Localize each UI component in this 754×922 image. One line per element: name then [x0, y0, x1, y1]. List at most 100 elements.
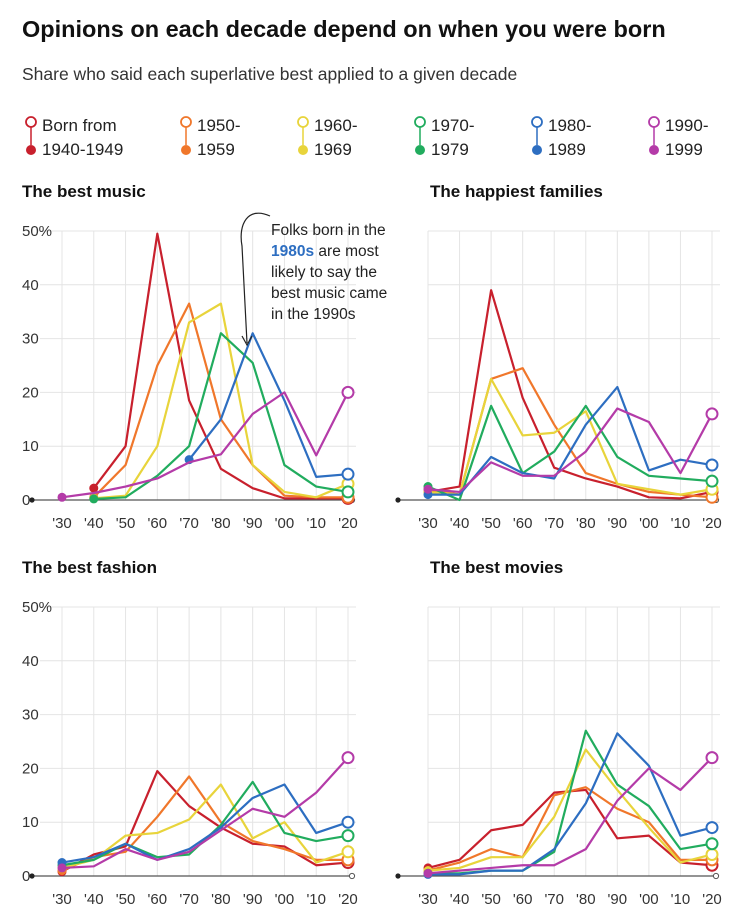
series-end-point-2	[705, 847, 719, 861]
legend-label: Born from	[42, 116, 117, 135]
series-end-point-4	[341, 467, 355, 481]
annotation-arrow	[240, 212, 271, 344]
series-line-music-5	[60, 391, 350, 499]
x-tick-label: '20	[702, 891, 722, 908]
series-line-movies-5	[426, 756, 714, 875]
x-tick-label: '90	[608, 515, 628, 532]
series-end-point-4	[705, 821, 719, 835]
series-end-point-5	[341, 385, 355, 399]
baseline-start-dot	[29, 497, 35, 503]
panel-title-music: The best music	[22, 182, 146, 201]
x-tick-label: '00	[639, 515, 659, 532]
legend-symbol	[180, 116, 192, 155]
legend-symbol	[531, 116, 543, 155]
x-tick-label: '70	[544, 515, 564, 532]
x-tick-label: '90	[608, 891, 628, 908]
legend-label-years: 1999	[665, 140, 703, 159]
x-tick-label: '20	[338, 891, 358, 908]
x-tick-label: '40	[84, 515, 104, 532]
y-tick-label: 50%	[22, 223, 52, 240]
x-tick-label: '30	[418, 515, 438, 532]
legend-label-years: 1969	[314, 140, 352, 159]
legend-label-years: 1989	[548, 140, 586, 159]
series-end-point-3	[341, 485, 355, 499]
legend-label: 1980-	[548, 116, 592, 135]
y-tick-label: 10	[22, 438, 39, 455]
series-line-music-0	[92, 232, 350, 500]
series-end-point-3	[705, 837, 719, 851]
x-tick-label: '30	[52, 515, 72, 532]
x-tick-label: '00	[639, 891, 659, 908]
series-end-point-3	[341, 829, 355, 843]
x-tick-label: '70	[179, 515, 199, 532]
x-tick-label: '60	[148, 891, 168, 908]
y-tick-label: 40	[22, 653, 39, 670]
series-end-point-5	[705, 407, 719, 421]
x-tick-label: '80	[576, 891, 596, 908]
x-tick-label: '40	[84, 891, 104, 908]
x-tick-label: '80	[211, 891, 231, 908]
panel-title-movies: The best movies	[430, 558, 564, 577]
series-line-families-5	[426, 407, 714, 494]
x-tick-label: '90	[243, 515, 263, 532]
series-start-point-3	[89, 494, 99, 504]
legend-symbol	[297, 116, 309, 155]
x-tick-label: '20	[702, 515, 722, 532]
legend-label-years: 1959	[197, 140, 235, 159]
series-end-point-2	[341, 845, 355, 859]
series-line-music-4	[188, 332, 350, 478]
series-line-families-3	[426, 404, 714, 502]
series-start-point-0	[89, 483, 99, 493]
legend: Born from 1940-1949 1950- 1959 1960- 1969 1…	[20, 112, 750, 164]
y-tick-label: 0	[22, 868, 30, 885]
x-tick-label: '50	[116, 515, 136, 532]
series-line-fashion-3	[60, 780, 350, 867]
x-tick-label: '50	[481, 515, 501, 532]
series-line-movies-4	[426, 732, 714, 876]
annotation-music: Folks born in the 1980s are most likely …	[271, 220, 431, 325]
series-line-families-0	[426, 289, 714, 500]
x-tick-label: '80	[576, 515, 596, 532]
series-line-fashion-2	[60, 783, 350, 870]
x-tick-label: '60	[513, 891, 533, 908]
x-tick-label: '80	[211, 515, 231, 532]
series-end-point-4	[705, 458, 719, 472]
series-start-point-5	[423, 484, 433, 494]
series-start-point-5	[57, 492, 67, 502]
x-tick-label: '30	[418, 891, 438, 908]
legend-label: 1960-	[314, 116, 358, 135]
x-tick-label: '40	[450, 891, 470, 908]
series-end-point-3	[705, 474, 719, 488]
series-line-music-2	[92, 302, 350, 500]
y-tick-label: 50%	[22, 599, 52, 616]
x-tick-label: '20	[338, 515, 358, 532]
panel-title-families: The happiest families	[430, 182, 603, 201]
x-tick-label: '00	[275, 891, 295, 908]
series-end-point-5	[341, 751, 355, 765]
x-tick-label: '10	[306, 891, 326, 908]
baseline-start-dot	[395, 873, 401, 879]
annotation-line: Folks born in the	[271, 222, 386, 239]
series-start-point-5	[423, 868, 433, 878]
series-line-fashion-5	[60, 756, 350, 870]
panel-title-fashion: The best fashion	[22, 558, 158, 577]
annotation-arrowhead	[241, 335, 253, 347]
y-tick-label: 40	[22, 277, 39, 294]
y-tick-label: 0	[22, 492, 30, 509]
baseline-end-dot	[348, 872, 356, 880]
x-tick-label: '30	[52, 891, 72, 908]
baseline-start-dot	[29, 873, 35, 879]
page-subtitle: Share who said each superlative best app…	[22, 64, 518, 84]
x-tick-label: '70	[544, 891, 564, 908]
series-end-point-4	[341, 815, 355, 829]
baseline-start-dot	[395, 497, 401, 503]
series-line-music-3	[92, 332, 350, 501]
x-tick-label: '70	[179, 891, 199, 908]
legend-label: 1970-	[431, 116, 475, 135]
series-line-families-2	[426, 377, 714, 496]
legend-symbol	[414, 116, 426, 155]
annotation-line: in the 1990s	[271, 306, 356, 323]
series-line-fashion-1	[60, 775, 350, 872]
x-tick-label: '50	[116, 891, 136, 908]
